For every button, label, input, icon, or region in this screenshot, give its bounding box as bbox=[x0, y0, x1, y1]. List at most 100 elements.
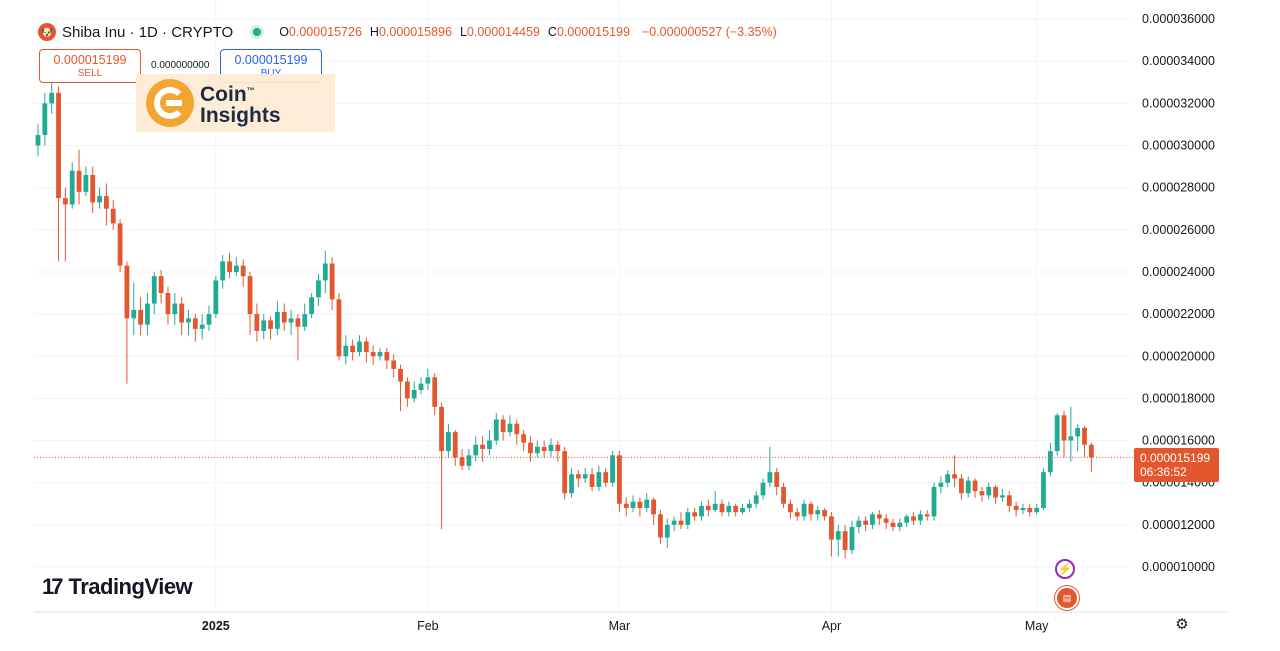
candle-body bbox=[541, 446, 547, 452]
candle-body bbox=[746, 503, 752, 508]
low-value: 0.000014459 bbox=[466, 25, 540, 39]
candle-body bbox=[562, 451, 568, 494]
candle-body bbox=[398, 368, 403, 382]
tradingview-logo[interactable]: 17 TradingView bbox=[42, 574, 193, 600]
candle-body bbox=[685, 512, 691, 525]
candle-body bbox=[842, 531, 848, 551]
candle-body bbox=[493, 419, 499, 441]
candle-body bbox=[582, 474, 588, 479]
close-value: 0.000015199 bbox=[556, 25, 630, 39]
candle-body bbox=[370, 352, 376, 357]
candle-body bbox=[1047, 451, 1053, 473]
candle-body bbox=[815, 510, 821, 515]
buy-label: BUY bbox=[221, 68, 321, 79]
candle-body bbox=[1054, 415, 1060, 452]
candle-body bbox=[699, 505, 704, 517]
candle-body bbox=[411, 389, 417, 399]
candle-body bbox=[623, 503, 629, 508]
candle-body bbox=[774, 472, 780, 487]
candle-body bbox=[651, 499, 656, 515]
candle-body bbox=[97, 196, 102, 203]
candle-body bbox=[1034, 507, 1040, 513]
symbol-title[interactable]: Shiba Inu · 1D · CRYPTO bbox=[62, 23, 234, 41]
candle-body bbox=[808, 503, 814, 515]
candle-body bbox=[1082, 427, 1087, 445]
y-tick-label: 0.000010000 bbox=[1142, 560, 1215, 574]
candle-body bbox=[1027, 507, 1033, 513]
candle-body bbox=[151, 276, 157, 304]
candle-body bbox=[500, 419, 506, 433]
candle-body bbox=[35, 134, 41, 146]
candle-body bbox=[145, 303, 150, 325]
candle-body bbox=[671, 520, 677, 525]
candle-body bbox=[432, 377, 438, 407]
candle-body bbox=[336, 299, 342, 357]
candle-body bbox=[719, 503, 725, 513]
candle-body bbox=[726, 505, 732, 513]
watermark-line2: Insights bbox=[200, 104, 281, 127]
y-tick-label: 0.000032000 bbox=[1142, 96, 1215, 110]
candle-body bbox=[90, 175, 96, 203]
candle-body bbox=[62, 198, 68, 205]
candle-body bbox=[1013, 505, 1019, 511]
candle-body bbox=[138, 309, 143, 325]
candle-body bbox=[131, 309, 137, 319]
candle-body bbox=[275, 311, 280, 329]
x-tick-label: Mar bbox=[609, 619, 631, 633]
candle-body bbox=[254, 314, 260, 331]
y-tick-label: 0.000024000 bbox=[1142, 265, 1215, 279]
candle-body bbox=[630, 501, 636, 508]
candle-body bbox=[233, 265, 239, 272]
tradingview-mark-icon: 17 bbox=[42, 574, 64, 599]
x-tick-label: Feb bbox=[417, 619, 439, 633]
candle-body bbox=[917, 514, 923, 521]
candle-body bbox=[794, 512, 800, 517]
candle-body bbox=[637, 501, 643, 508]
candle-body bbox=[788, 503, 793, 513]
candle-body bbox=[534, 446, 540, 454]
us-flag-icon[interactable]: ▤ bbox=[1055, 586, 1079, 610]
candle-body bbox=[391, 360, 397, 369]
lightning-icon[interactable]: ⚡ bbox=[1055, 559, 1075, 579]
candle-body bbox=[528, 442, 533, 454]
candle-body bbox=[179, 303, 185, 323]
candle-body bbox=[439, 406, 444, 452]
candle-body bbox=[781, 486, 786, 504]
last-price-tag: 0.000015199 06:36:52 bbox=[1134, 448, 1219, 482]
candle-body bbox=[158, 276, 164, 294]
candle-body bbox=[1020, 507, 1026, 511]
y-tick-label: 0.000022000 bbox=[1142, 307, 1215, 321]
candle-body bbox=[705, 505, 711, 511]
gear-icon[interactable]: ⚙ bbox=[1175, 616, 1189, 633]
candle-body bbox=[1075, 427, 1081, 437]
candle-body bbox=[856, 520, 862, 527]
candle-body bbox=[213, 280, 219, 315]
candle-body bbox=[288, 318, 294, 323]
candle-body bbox=[1006, 495, 1012, 506]
coin-insights-watermark: Coin™ Insights bbox=[136, 74, 335, 132]
y-tick-label: 0.000020000 bbox=[1142, 349, 1215, 363]
watermark-tm: ™ bbox=[246, 86, 255, 95]
candle-body bbox=[268, 320, 273, 329]
candle-body bbox=[548, 444, 554, 452]
axis-layer: 0.0000100000.0000120000.0000140000.00001… bbox=[34, 12, 1228, 633]
close-label: C bbox=[547, 25, 557, 39]
open-value: 0.000015726 bbox=[288, 25, 362, 39]
candle-body bbox=[56, 92, 61, 199]
candle-body bbox=[733, 505, 739, 513]
candle-body bbox=[911, 516, 916, 521]
spread-value: 0.000000000 bbox=[151, 60, 210, 71]
candle-body bbox=[644, 499, 650, 508]
sell-button[interactable]: 0.000015199 SELL bbox=[39, 49, 141, 83]
candle-body bbox=[965, 480, 971, 494]
candle-body bbox=[924, 514, 930, 517]
candle-body bbox=[377, 352, 383, 357]
candle-body bbox=[459, 457, 465, 466]
candle-body bbox=[384, 352, 390, 361]
candle-body bbox=[247, 276, 253, 315]
candle-body bbox=[322, 263, 328, 281]
candle-body bbox=[801, 503, 807, 517]
candle-body bbox=[418, 383, 424, 390]
candle-body bbox=[822, 510, 827, 517]
sell-price: 0.000015199 bbox=[53, 53, 127, 67]
